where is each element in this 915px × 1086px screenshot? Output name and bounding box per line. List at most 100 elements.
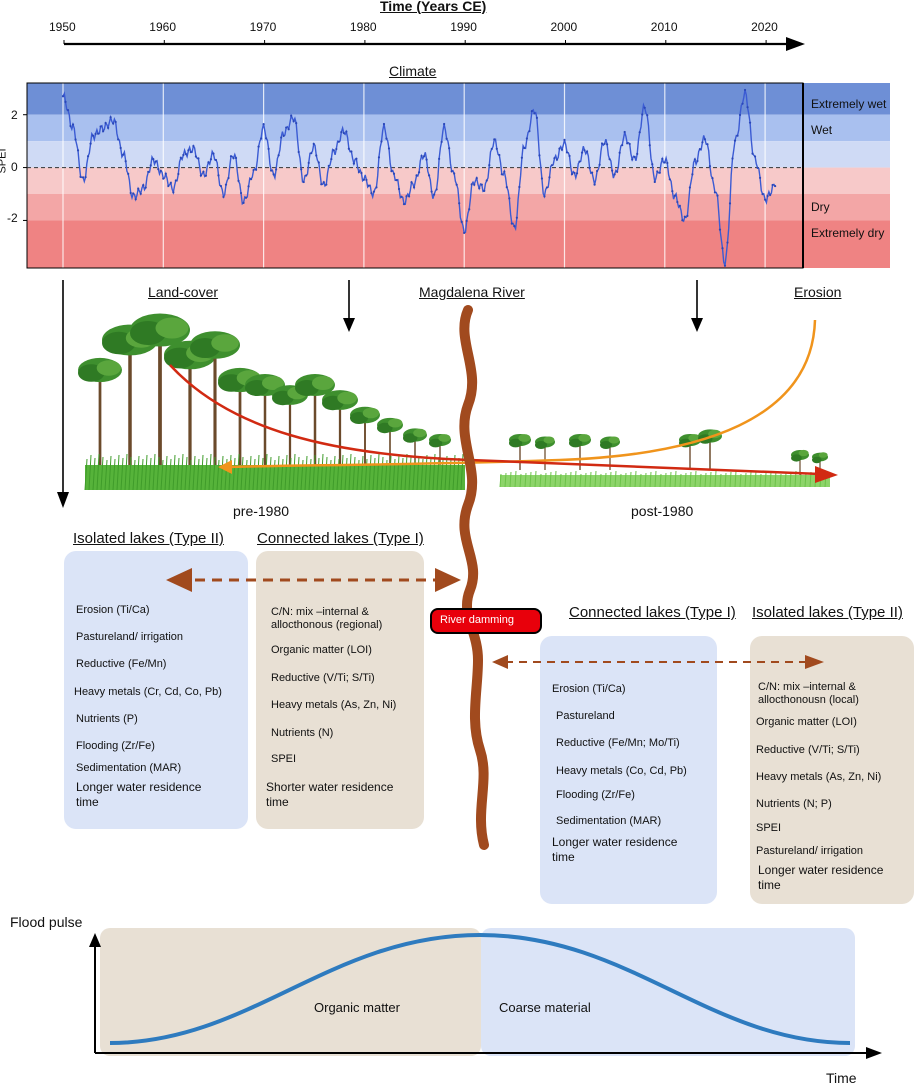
spei-point [563, 138, 566, 141]
spei-point [370, 192, 373, 195]
spei-point [104, 121, 107, 125]
grass-blade [759, 473, 762, 488]
spei-point [613, 173, 616, 176]
grass-blade [196, 458, 200, 491]
grass-blade [236, 453, 240, 491]
spei-band-5 [27, 220, 890, 268]
spei-point [410, 181, 413, 184]
grass-blade [654, 470, 657, 488]
spei-band-2 [27, 141, 890, 168]
grass-blade [589, 471, 592, 488]
spei-point [440, 140, 443, 143]
spei-point [731, 157, 734, 160]
year-label-1990: 1990 [450, 20, 477, 34]
spei-point [387, 147, 391, 150]
spei-point [340, 130, 343, 134]
li-residence: Longer water residence time [76, 780, 202, 809]
spei-point [595, 169, 599, 173]
grass-blade [220, 455, 224, 491]
grass-blade [519, 473, 522, 488]
tree-icon [164, 340, 216, 480]
grass-blade [804, 472, 807, 488]
grass-blade [240, 456, 244, 491]
spei-point [764, 198, 767, 201]
grass-blade [84, 458, 88, 491]
grass-blade [176, 457, 180, 491]
grass-blade [344, 457, 348, 491]
spei-point [64, 100, 67, 103]
spei-point [450, 170, 453, 173]
grass-blade [679, 473, 682, 488]
spei-point [167, 184, 170, 188]
grass-blade [599, 473, 602, 488]
grass-blade [152, 453, 156, 491]
tree-icon [350, 406, 380, 480]
grass-blade [594, 470, 597, 488]
spei-point [545, 186, 549, 189]
spei-point [515, 216, 518, 219]
spei-point [172, 191, 175, 194]
spei-point [232, 157, 235, 160]
tree-icon [403, 428, 427, 480]
spei-point [575, 172, 579, 175]
spei-point [290, 114, 293, 117]
spei-point [766, 194, 769, 198]
spei-point [643, 106, 646, 109]
band-wet: Wet [811, 123, 833, 137]
grass-blade [639, 473, 642, 488]
grass-blade [604, 472, 607, 488]
spei-point [475, 176, 478, 180]
spei-point [207, 161, 210, 164]
tree-icon [78, 357, 122, 480]
grass-blade [124, 453, 128, 491]
ri-reductive: Reductive (V/Ti; S/Ti) [756, 744, 860, 756]
grass-blade [104, 459, 108, 491]
spei-point [280, 136, 283, 139]
grass-blade [112, 458, 116, 491]
spei-point [648, 144, 651, 147]
grass-blade [184, 456, 188, 491]
spei-point [756, 166, 759, 170]
spei-point [390, 170, 393, 173]
grass-blade [674, 470, 677, 488]
grass-blade [360, 455, 364, 491]
spei-point [332, 149, 335, 152]
spei-point [295, 122, 298, 125]
spei-point [631, 158, 634, 161]
spei-point [430, 190, 433, 193]
spei-point [483, 189, 486, 192]
grass-blade [529, 471, 532, 488]
grass-blade [739, 473, 742, 488]
grass-blade [784, 472, 787, 488]
spei-point [688, 186, 691, 189]
spei-point [616, 170, 619, 173]
spei-point [144, 186, 147, 189]
spei-point [302, 180, 305, 184]
rc-sedimentation: Sedimentation (MAR) [556, 815, 662, 827]
spei-chart [23, 82, 890, 269]
grass-blade [276, 455, 280, 491]
spei-point [84, 175, 87, 179]
grass-blade [754, 470, 757, 488]
grass-blade [539, 473, 542, 488]
spei-band-0 [27, 83, 890, 115]
spei-point [417, 171, 421, 174]
grass-blade [308, 458, 312, 491]
y-tick-0: 0 [11, 160, 18, 174]
spei-point [473, 183, 476, 186]
spei-point [535, 116, 539, 119]
spei-point [112, 122, 115, 125]
grass-blade [649, 471, 652, 488]
spei-point [603, 142, 606, 145]
lc-nutrients: Nutrients (N) [271, 727, 334, 739]
spei-point [510, 222, 513, 225]
tree-icon [322, 390, 358, 480]
grass-blade [408, 456, 412, 491]
spei-point [127, 172, 130, 175]
spei-point [74, 138, 77, 141]
grass-blade [136, 455, 140, 491]
grass-blade [172, 454, 176, 491]
spei-point [312, 142, 315, 145]
grass-blade [574, 470, 577, 488]
grass-blade [296, 456, 300, 491]
